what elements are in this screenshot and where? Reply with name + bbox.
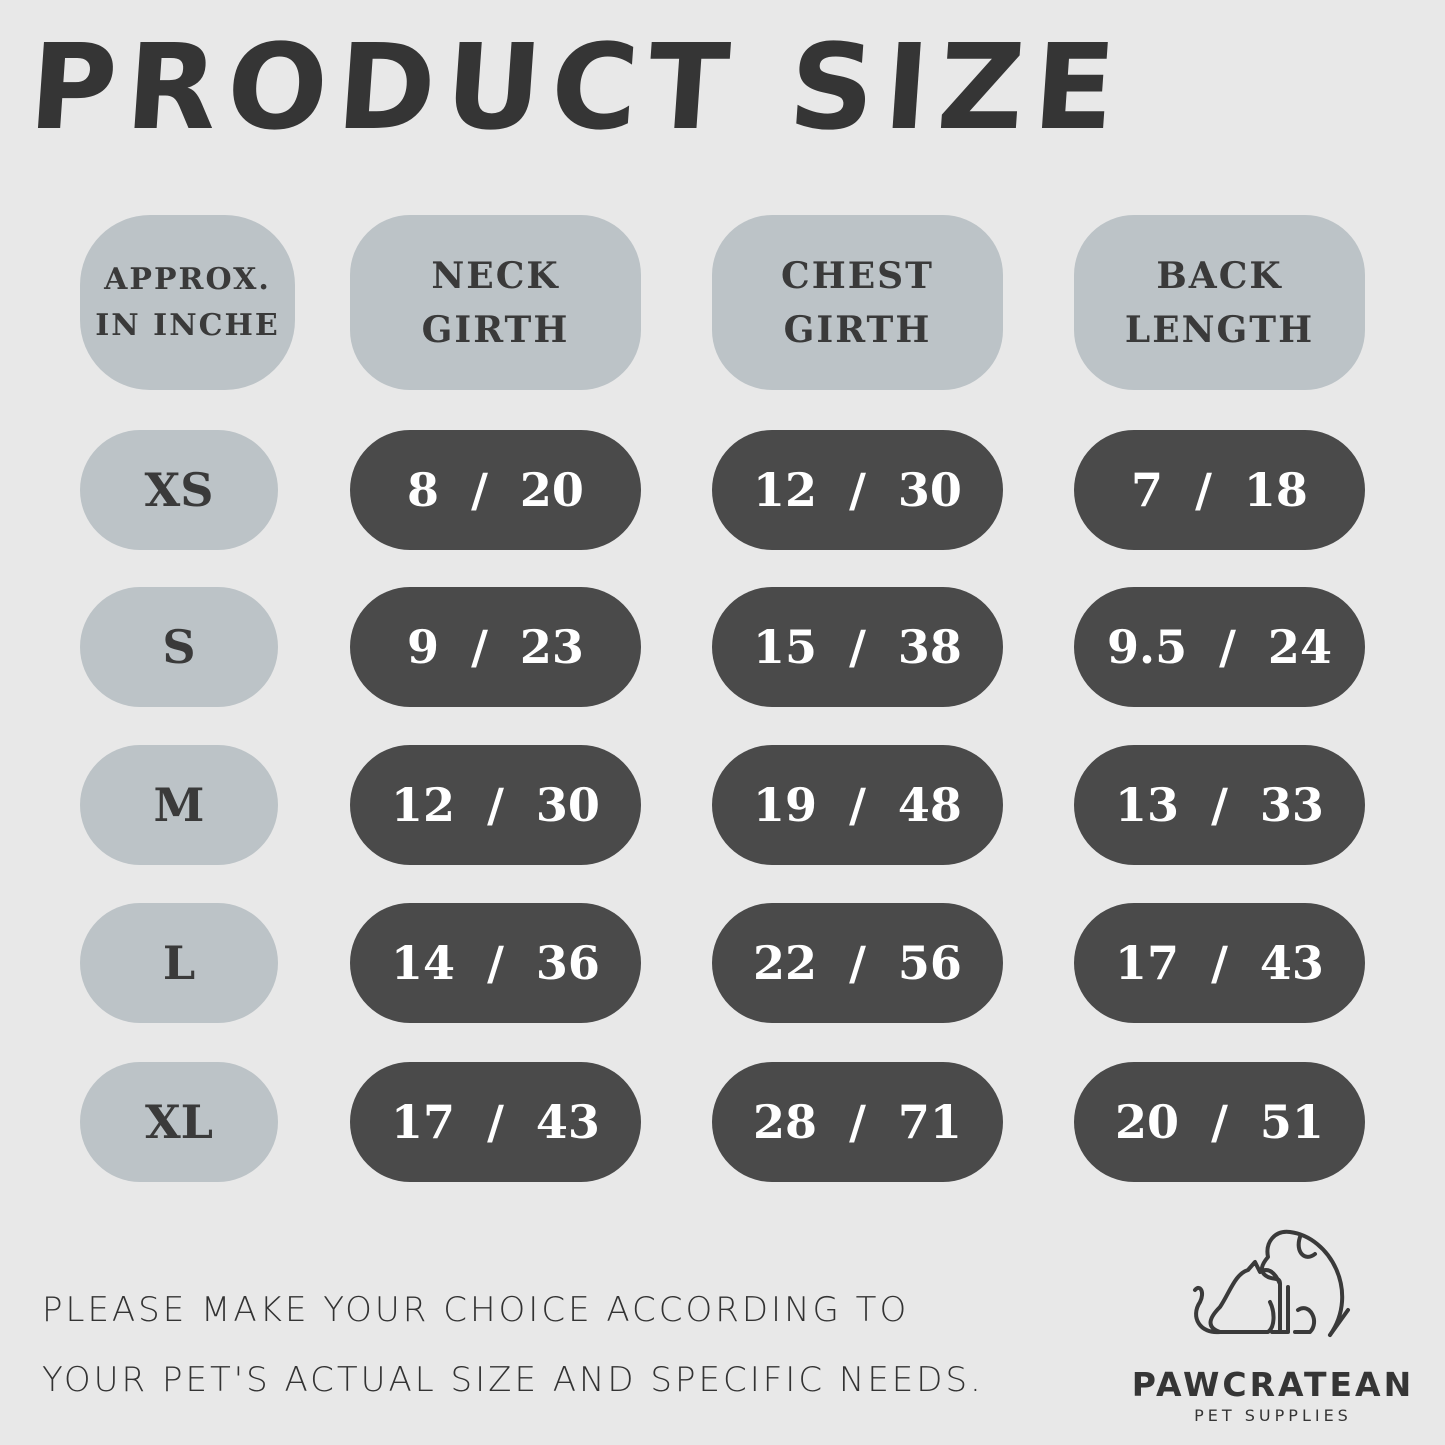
dog-and-cat-outline-icon <box>1193 1229 1350 1337</box>
brand: PAWCRATEAN PET SUPPLIES <box>1128 1365 1418 1425</box>
size-label: S <box>80 587 278 707</box>
neck-girth-value: 8 / 20 <box>350 430 641 550</box>
neck-girth-value: 12 / 30 <box>350 745 641 865</box>
back-length-value: 17 / 43 <box>1074 903 1365 1023</box>
brand-tagline: PET SUPPLIES <box>1194 1406 1352 1425</box>
chest-girth-value: 12 / 30 <box>712 430 1003 550</box>
header-approx-inches: APPROX. IN INCHE <box>80 215 295 390</box>
chest-girth-value: 22 / 56 <box>712 903 1003 1023</box>
neck-girth-value: 17 / 43 <box>350 1062 641 1182</box>
header-back-length: BACK LENGTH <box>1074 215 1365 390</box>
back-length-value: 13 / 33 <box>1074 745 1365 865</box>
brand-name: PAWCRATEAN <box>1131 1365 1415 1404</box>
chest-girth-value: 28 / 71 <box>712 1062 1003 1182</box>
page-title: PRODUCT SIZE <box>25 18 1130 156</box>
back-length-value: 20 / 51 <box>1074 1062 1365 1182</box>
neck-girth-value: 9 / 23 <box>350 587 641 707</box>
chest-girth-value: 15 / 38 <box>712 587 1003 707</box>
back-length-value: 9.5 / 24 <box>1074 587 1365 707</box>
header-chest-girth: CHEST GIRTH <box>712 215 1003 390</box>
header-neck-girth: NECK GIRTH <box>350 215 641 390</box>
note-line-1: PLEASE MAKE YOUR CHOICE ACCORDING TO <box>42 1290 910 1330</box>
size-label: L <box>80 903 278 1023</box>
size-label: XS <box>80 430 278 550</box>
size-label: XL <box>80 1062 278 1182</box>
size-label: M <box>80 745 278 865</box>
back-length-value: 7 / 18 <box>1074 430 1365 550</box>
neck-girth-value: 14 / 36 <box>350 903 641 1023</box>
chest-girth-value: 19 / 48 <box>712 745 1003 865</box>
note-line-2: YOUR PET'S ACTUAL SIZE AND SPECIFIC NEED… <box>42 1360 984 1400</box>
